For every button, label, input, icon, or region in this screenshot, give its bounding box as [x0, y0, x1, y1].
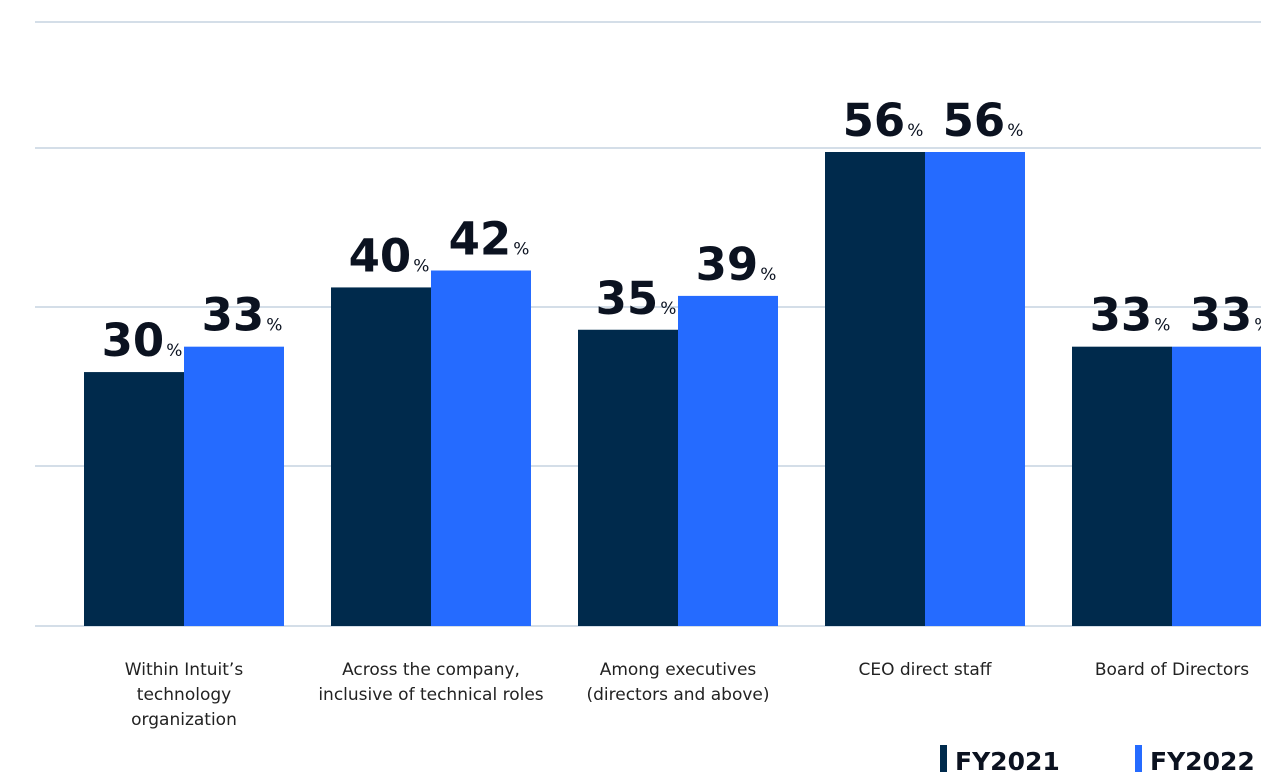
- bar-fy2021-0: [84, 372, 184, 626]
- legend-swatch-fy2021: [940, 745, 947, 772]
- legend-item-fy2022: FY2022: [1135, 745, 1255, 773]
- category-label-1: Across the company, inclusive of technica…: [318, 660, 543, 705]
- value-label-fy2021-1: 40%: [349, 229, 430, 282]
- legend-item-fy2021: FY2021: [940, 745, 1060, 773]
- bar-fy2021-3: [825, 152, 925, 626]
- value-label-fy2021-2: 35%: [596, 272, 677, 325]
- value-label-fy2022-0: 33%: [202, 289, 283, 342]
- data-labels: 30% 33% 40% 42% 35% 39% 56% 56% 33% 33%: [102, 94, 1261, 367]
- value-label-fy2022-4: 33%: [1190, 289, 1261, 342]
- legend-label-fy2021: FY2021: [955, 747, 1060, 773]
- bar-fy2021-2: [578, 329, 678, 626]
- value-label-fy2022-2: 39%: [696, 238, 777, 291]
- bar-fy2022-1: [431, 270, 531, 626]
- bar-fy2022-3: [925, 152, 1025, 626]
- legend-label-fy2022: FY2022: [1150, 747, 1255, 773]
- bars: [84, 152, 1261, 626]
- category-labels: Within Intuit’s technology organization Acr…: [125, 660, 1249, 730]
- bar-fy2021-4: [1072, 346, 1172, 626]
- value-label-fy2021-0: 30%: [102, 314, 183, 367]
- category-label-0: Within Intuit’s technology organization: [125, 660, 244, 730]
- category-label-2: Among executives (directors and above): [586, 660, 769, 705]
- value-label-fy2021-3: 56%: [843, 94, 924, 147]
- bar-fy2021-1: [331, 287, 431, 626]
- value-label-fy2022-3: 56%: [943, 94, 1024, 147]
- bar-fy2022-4: [1172, 346, 1261, 626]
- legend: FY2021 FY2022: [940, 745, 1255, 773]
- legend-swatch-fy2022: [1135, 745, 1142, 772]
- category-label-4: Board of Directors: [1095, 660, 1249, 680]
- bar-fy2022-0: [184, 346, 284, 626]
- bar-fy2022-2: [678, 295, 778, 626]
- value-label-fy2021-4: 33%: [1090, 289, 1171, 342]
- value-label-fy2022-1: 42%: [449, 213, 530, 266]
- category-label-3: CEO direct staff: [858, 660, 992, 680]
